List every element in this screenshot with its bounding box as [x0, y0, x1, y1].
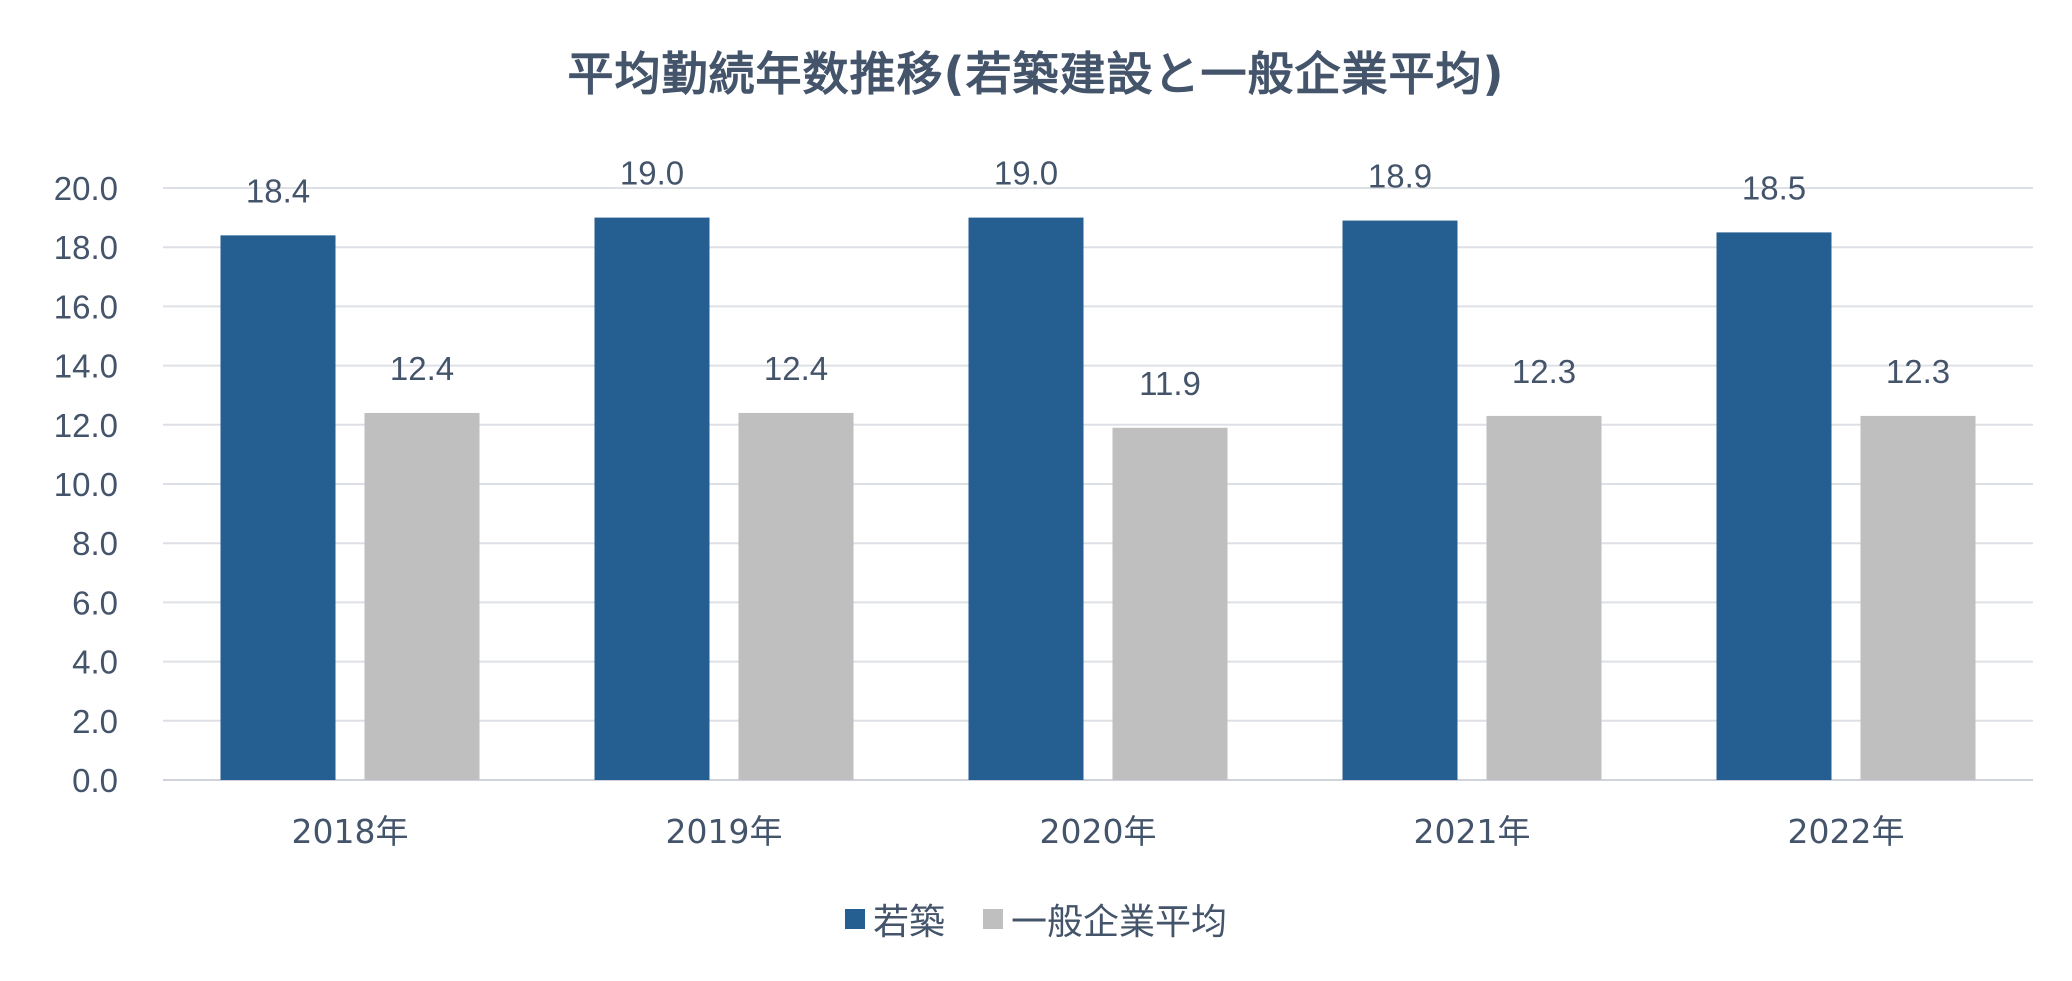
- data-label: 12.3: [1886, 353, 1950, 390]
- data-label: 12.3: [1512, 353, 1576, 390]
- x-tick-label: 2018年: [292, 812, 409, 851]
- data-label: 18.9: [1368, 158, 1432, 195]
- legend-swatch: [983, 909, 1003, 929]
- bar-wakachiku: [1342, 220, 1458, 780]
- bar-wakachiku: [220, 235, 336, 781]
- bar-wakachiku: [968, 217, 1084, 781]
- x-tick-label: 2021年: [1414, 812, 1531, 851]
- chart-title: 平均勤続年数推移(若築建設と一般企業平均): [567, 47, 1505, 101]
- legend-swatch: [844, 909, 865, 929]
- y-tick-label: 6.0: [72, 584, 118, 621]
- bar-general-average: [364, 412, 480, 780]
- y-tick-label: 10.0: [54, 466, 118, 503]
- y-tick-label: 8.0: [72, 525, 118, 562]
- bar-general-average: [1112, 427, 1228, 780]
- y-tick-label: 20.0: [54, 170, 118, 207]
- bar-general-average: [1860, 415, 1976, 780]
- y-tick-label: 18.0: [54, 229, 118, 266]
- y-tick-label: 4.0: [72, 644, 118, 681]
- legend: 若築 一般企業平均: [0, 893, 2072, 945]
- y-tick-label: 16.0: [54, 288, 118, 325]
- data-label: 18.4: [246, 172, 310, 209]
- legend-item: 一般企業平均: [983, 893, 1227, 945]
- bar-general-average: [738, 412, 854, 780]
- bar-wakachiku: [594, 217, 710, 781]
- data-label: 12.4: [764, 350, 828, 387]
- legend-item: 若築: [844, 893, 945, 945]
- y-tick-label: 0.0: [72, 762, 118, 799]
- data-label: 18.5: [1742, 169, 1806, 206]
- bar-general-average: [1486, 415, 1602, 780]
- data-label: 11.9: [1139, 365, 1201, 402]
- x-tick-label: 2020年: [1040, 812, 1157, 851]
- legend-label: 若築: [872, 902, 945, 943]
- data-label: 19.0: [994, 155, 1058, 192]
- data-label: 12.4: [390, 350, 454, 387]
- x-tick-label: 2022年: [1788, 812, 1905, 851]
- bar-wakachiku: [1716, 232, 1832, 780]
- y-tick-label: 14.0: [54, 348, 118, 385]
- legend-label: 一般企業平均: [1011, 902, 1228, 943]
- x-tick-label: 2019年: [666, 812, 783, 851]
- y-tick-label: 2.0: [72, 703, 118, 740]
- y-tick-label: 12.0: [54, 407, 118, 444]
- data-label: 19.0: [620, 155, 684, 192]
